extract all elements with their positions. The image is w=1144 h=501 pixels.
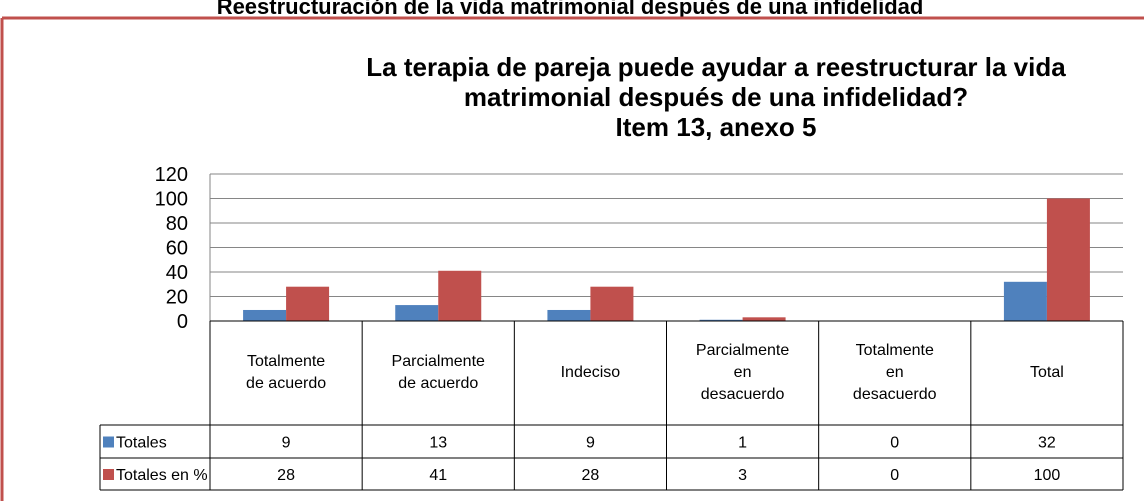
legend-label: Totales en % xyxy=(116,467,208,484)
table-value: 13 xyxy=(429,435,447,452)
category-text: Parcialmente en desacuerdo xyxy=(695,342,790,403)
bar xyxy=(590,286,634,321)
bar xyxy=(1046,198,1090,321)
legend-key xyxy=(103,469,114,480)
bar xyxy=(395,305,439,321)
chart-title: La terapia de pareja puede ayudar a rees… xyxy=(366,52,1066,82)
category-label: Parcialmente de acuerdo xyxy=(362,321,514,425)
bar xyxy=(547,309,591,321)
y-tick-label: 60 xyxy=(166,238,188,260)
y-tick-label: 20 xyxy=(166,287,188,309)
table-value: 9 xyxy=(586,435,595,452)
category-text: Total xyxy=(1030,364,1064,381)
category-text: Parcialmente de acuerdo xyxy=(391,353,485,392)
y-tick-label: 80 xyxy=(166,213,188,235)
bar xyxy=(243,309,287,321)
category-label: Parcialmente en desacuerdo xyxy=(667,321,819,425)
bar xyxy=(742,317,786,321)
category-text: Indeciso xyxy=(560,364,621,381)
table-value: 41 xyxy=(429,467,447,484)
bar xyxy=(438,270,482,321)
table-value: 100 xyxy=(1034,467,1061,484)
legend-key xyxy=(103,436,114,448)
category-text: Totalmente de acuerdo xyxy=(246,353,327,392)
bar xyxy=(286,286,330,321)
y-tick-label: 0 xyxy=(177,311,188,333)
table-value: 9 xyxy=(282,435,291,452)
chart-title: Item 13, anexo 5 xyxy=(616,112,817,142)
category-label: Indeciso xyxy=(514,321,666,425)
table-value: 0 xyxy=(890,467,899,484)
page-heading: Reestructuración de la vida matrimonial … xyxy=(217,0,924,19)
chart-title: matrimonial después de una infidelidad? xyxy=(464,82,968,112)
table-value: 1 xyxy=(738,435,747,452)
legend-label: Totales xyxy=(116,435,167,452)
table-value: 3 xyxy=(738,467,747,484)
bar xyxy=(1003,281,1047,321)
category-label: Totalmente de acuerdo xyxy=(210,321,362,425)
category-label: Total xyxy=(971,321,1123,425)
y-tick-label: 100 xyxy=(155,189,188,211)
category-label: Totalmente en desacuerdo xyxy=(819,321,971,425)
table-value: 28 xyxy=(582,467,600,484)
table-value: 0 xyxy=(890,435,899,452)
y-tick-label: 40 xyxy=(166,262,188,284)
table-value: 32 xyxy=(1038,435,1056,452)
table-value: 28 xyxy=(277,467,295,484)
y-tick-label: 120 xyxy=(155,164,188,186)
category-text: Totalmente en desacuerdo xyxy=(852,342,937,403)
bar xyxy=(699,319,743,321)
